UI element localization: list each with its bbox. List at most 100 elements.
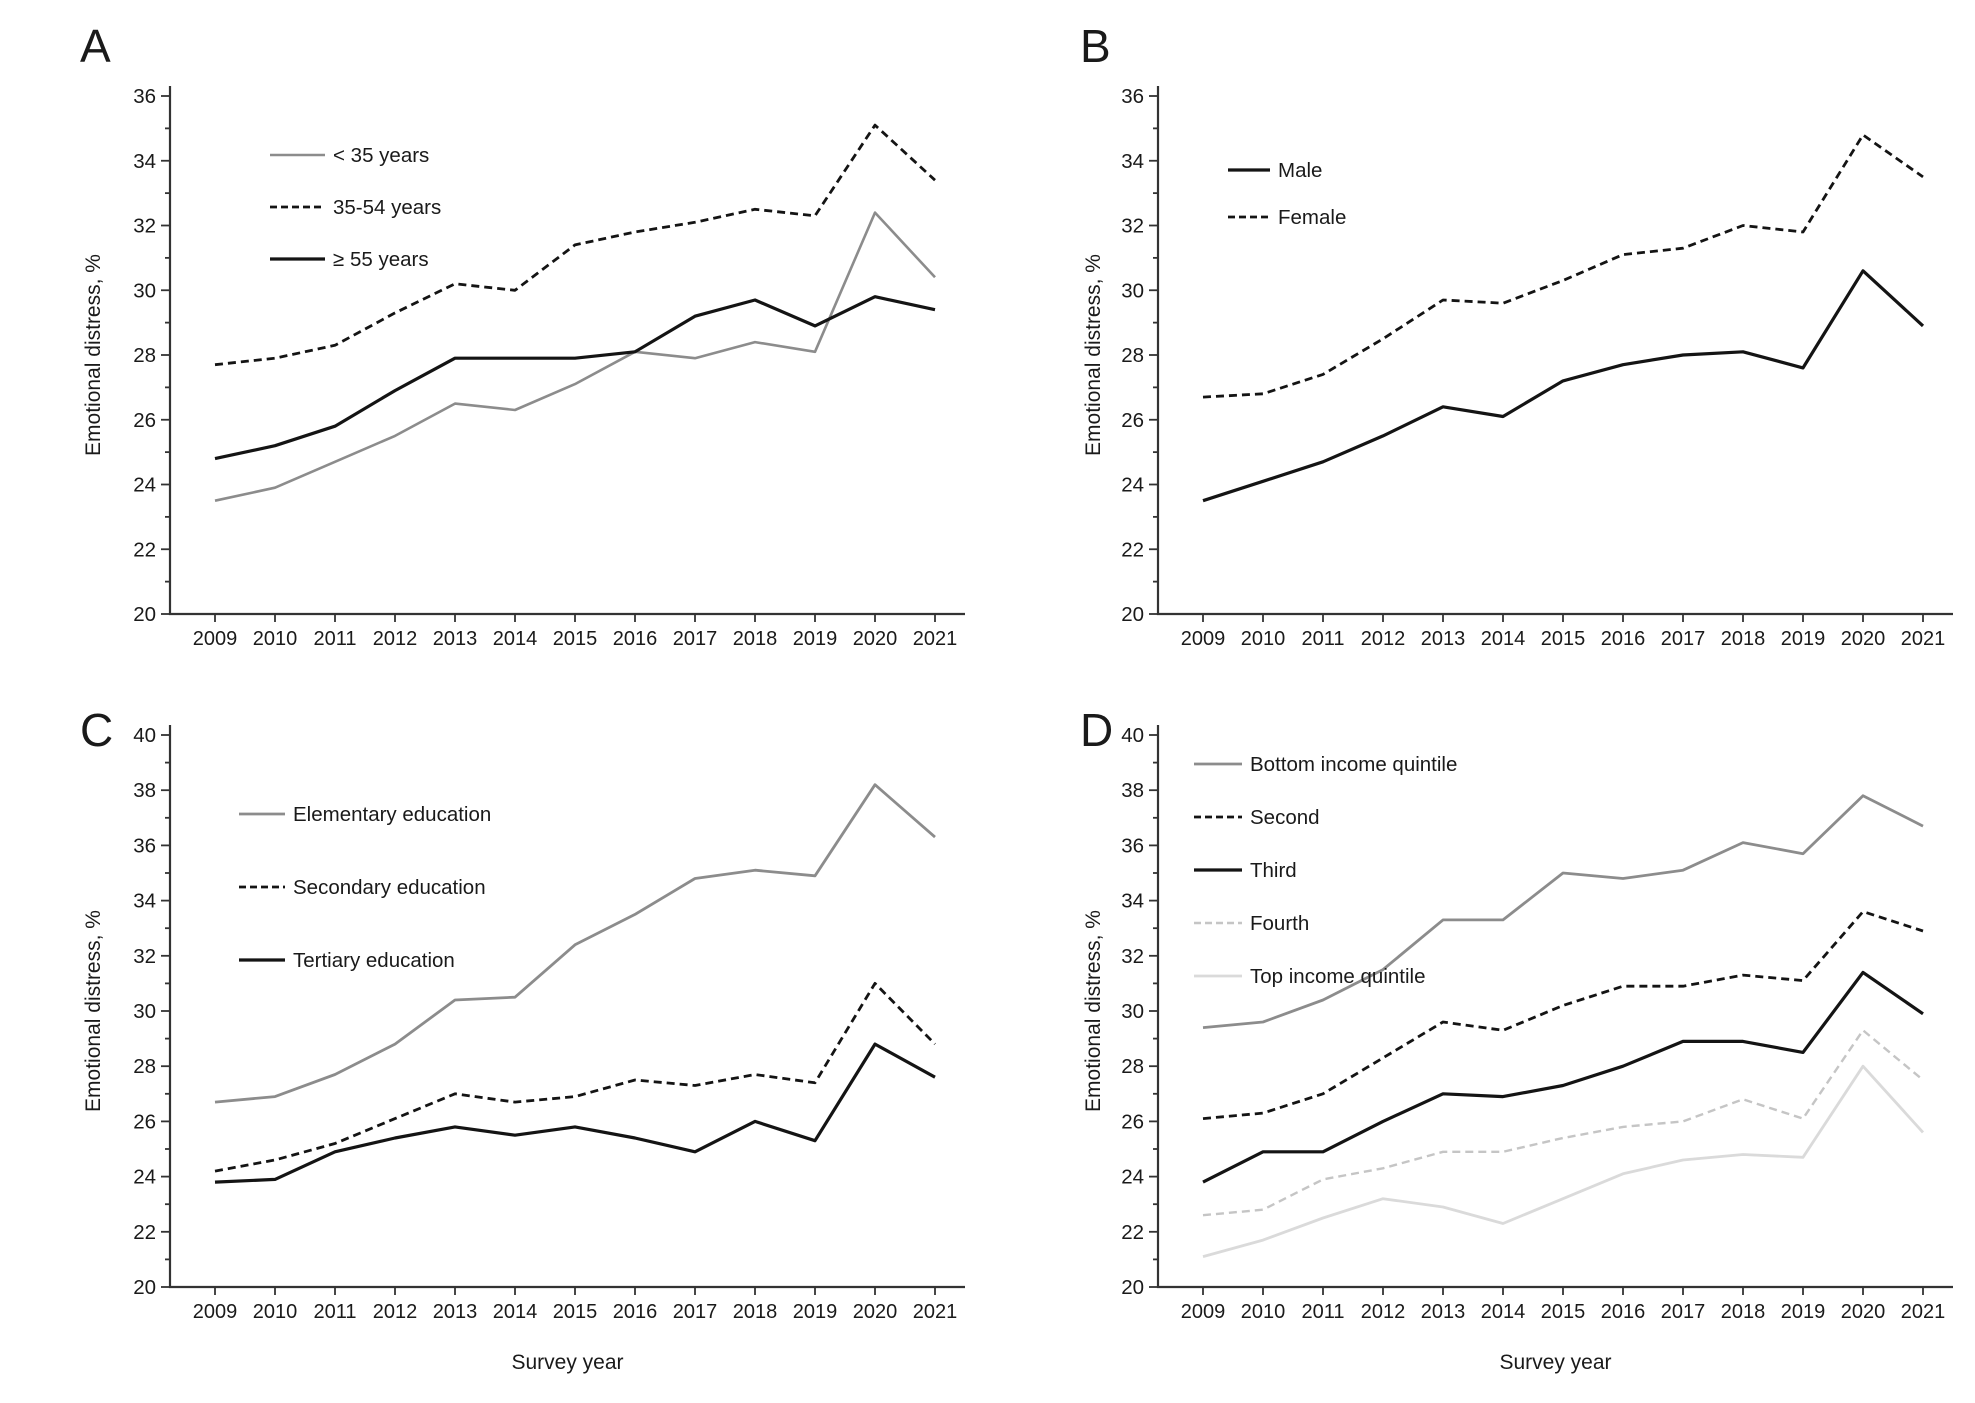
x-tick-label: 2017 <box>673 1301 718 1323</box>
legend-label: 35-54 years <box>333 196 441 219</box>
x-tick-label: 2018 <box>733 628 778 650</box>
legend-label: Top income quintile <box>1250 965 1426 988</box>
x-tick-label: 2014 <box>493 1301 538 1323</box>
x-tick-label: 2020 <box>853 1301 898 1323</box>
y-axis-title: Emotional distress, % <box>1082 910 1105 1112</box>
y-tick-label: 34 <box>1121 890 1144 913</box>
y-tick-label: 36 <box>1121 834 1144 857</box>
y-tick-label: 38 <box>1121 779 1144 802</box>
panel-letter: A <box>80 20 111 72</box>
x-tick-label: 2020 <box>853 628 898 650</box>
series-line <box>214 783 936 1104</box>
y-tick-label: 26 <box>1121 409 1144 432</box>
x-tick-label: 2009 <box>1181 1301 1226 1323</box>
y-tick-label: 36 <box>133 834 156 857</box>
x-tick-label: 2012 <box>373 1301 418 1323</box>
x-tick-label: 2009 <box>193 628 238 650</box>
panel-b-chart: 20 22 24 26 28 30 32 34 36 2009 2010 2011 2012 2013 20… <box>988 0 1975 701</box>
y-tick-label: 26 <box>133 409 156 432</box>
panel-letter: C <box>80 704 113 756</box>
chart-svg-D: 20 22 24 26 28 30 32 34 36 38 40 2009 2010 2011 2012 20… <box>1080 704 1953 1374</box>
y-tick-label: 32 <box>1121 215 1144 238</box>
x-tick-label: 2012 <box>373 628 418 650</box>
y-axis-title: Emotional distress, % <box>82 254 105 456</box>
y-tick-label: 24 <box>1121 474 1144 497</box>
legend-label: Third <box>1250 859 1297 882</box>
y-tick-label: 36 <box>1121 85 1144 108</box>
y-tick-label: 22 <box>133 1221 156 1244</box>
panel-a-chart: 20 22 24 26 28 30 32 34 36 2009 2010 2011 2012 2013 20… <box>0 0 987 701</box>
legend-label: < 35 years <box>333 144 429 167</box>
series-line <box>1202 1064 1925 1258</box>
series-line <box>214 123 936 367</box>
y-tick-label: 28 <box>1121 1055 1144 1078</box>
x-tick-label: 2014 <box>1481 1301 1526 1323</box>
series-line <box>1202 269 1925 503</box>
series-line <box>214 981 936 1173</box>
y-tick-label: 26 <box>133 1110 156 1133</box>
x-tick-label: 2011 <box>313 1301 356 1323</box>
panel-letter: B <box>1080 20 1111 72</box>
x-tick-label: 2011 <box>1301 1301 1344 1323</box>
x-tick-label: 2018 <box>1721 628 1766 650</box>
x-tick-label: 2021 <box>1901 628 1946 650</box>
legend-label: Bottom income quintile <box>1250 753 1457 776</box>
x-tick-label: 2017 <box>673 628 718 650</box>
y-tick-label: 32 <box>133 215 156 238</box>
x-tick-label: 2013 <box>1421 628 1466 650</box>
x-tick-label: 2010 <box>253 628 298 650</box>
x-tick-label: 2020 <box>1841 628 1886 650</box>
series-line <box>1202 133 1924 399</box>
y-tick-label: 28 <box>133 344 156 367</box>
legend-label: Female <box>1278 206 1346 229</box>
y-tick-label: 30 <box>1121 1000 1144 1023</box>
x-tick-label: 2021 <box>913 628 958 650</box>
series-line <box>1202 910 1924 1120</box>
legend-label: Male <box>1278 159 1322 182</box>
x-tick-label: 2015 <box>1541 1301 1586 1323</box>
x-tick-label: 2019 <box>793 628 838 650</box>
series-line <box>1202 970 1924 1184</box>
y-axis-title: Emotional distress, % <box>82 910 105 1112</box>
x-tick-label: 2021 <box>1901 1301 1946 1323</box>
x-axis-title: Survey year <box>1499 1351 1611 1374</box>
x-tick-label: 2015 <box>553 1301 598 1323</box>
panel-letter: D <box>1080 704 1113 756</box>
y-tick-label: 40 <box>133 724 156 747</box>
x-axis-title: Survey year <box>511 1351 623 1374</box>
x-tick-label: 2012 <box>1361 628 1406 650</box>
y-tick-label: 28 <box>1121 344 1144 367</box>
chart-svg-A: 20 22 24 26 28 30 32 34 36 2009 2010 2011 2012 2013 20… <box>80 20 965 650</box>
series-line <box>1202 794 1924 1029</box>
x-tick-label: 2013 <box>1421 1301 1466 1323</box>
x-tick-label: 2009 <box>1181 628 1226 650</box>
legend-label: Fourth <box>1250 912 1309 935</box>
chart-svg-C: 20 22 24 26 28 30 32 34 36 38 40 2009 2010 2011 2012 20… <box>80 704 965 1374</box>
legend-label: Tertiary education <box>293 949 455 972</box>
y-tick-label: 22 <box>1121 538 1144 561</box>
x-tick-label: 2016 <box>1601 628 1646 650</box>
x-tick-label: 2015 <box>553 628 598 650</box>
y-tick-label: 20 <box>133 1276 156 1299</box>
x-tick-label: 2010 <box>253 1301 298 1323</box>
x-tick-label: 2016 <box>613 628 658 650</box>
x-tick-label: 2011 <box>1301 628 1344 650</box>
legend-label: Elementary education <box>293 803 491 826</box>
y-tick-label: 20 <box>1121 1276 1144 1299</box>
x-tick-label: 2020 <box>1841 1301 1886 1323</box>
y-tick-label: 30 <box>1121 279 1144 302</box>
axis-lines <box>168 725 965 1289</box>
series-line <box>214 211 936 502</box>
y-tick-label: 22 <box>133 538 156 561</box>
x-tick-label: 2018 <box>1721 1301 1766 1323</box>
x-tick-label: 2019 <box>793 1301 838 1323</box>
y-tick-label: 20 <box>133 603 156 626</box>
x-tick-label: 2021 <box>913 1301 958 1323</box>
legend-label: Secondary education <box>293 876 486 899</box>
y-tick-label: 34 <box>133 150 156 173</box>
y-tick-label: 38 <box>133 779 156 802</box>
x-tick-label: 2010 <box>1241 1301 1286 1323</box>
x-tick-label: 2014 <box>493 628 538 650</box>
y-tick-label: 20 <box>1121 603 1144 626</box>
